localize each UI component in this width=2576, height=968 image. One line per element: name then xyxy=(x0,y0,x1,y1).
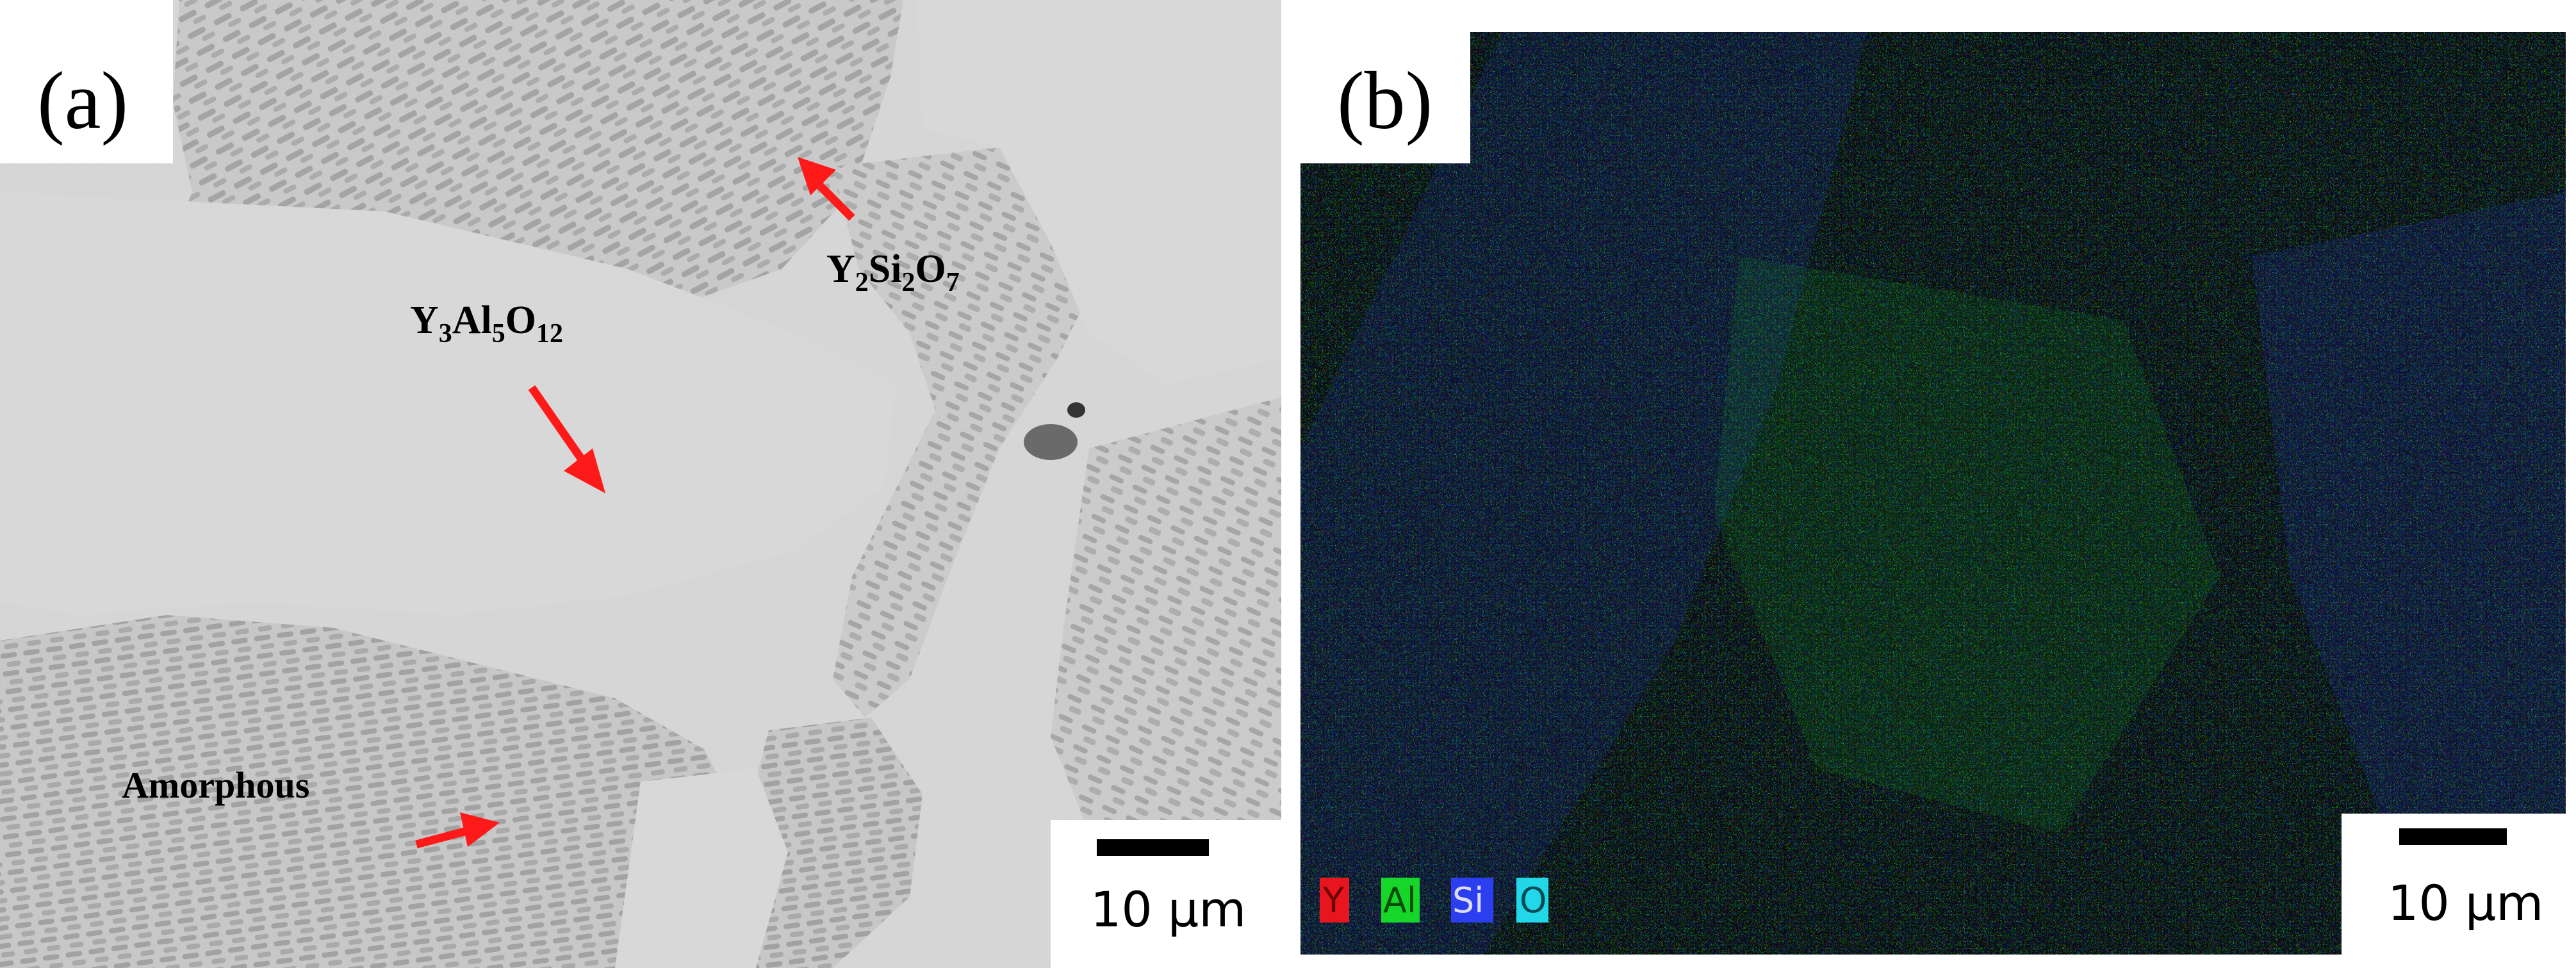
legend-label-o: O xyxy=(1520,880,1547,921)
si-rich-band-left xyxy=(1300,32,1867,955)
sem-image: (a) Y3Al5O12 Y2Si2O7 Amorphous 10 μm xyxy=(0,0,1281,968)
al-rich-band-center xyxy=(1714,256,2220,833)
legend-swatch-si xyxy=(1451,878,1493,923)
arrow-yag xyxy=(528,385,605,493)
legend-swatch-al xyxy=(1381,878,1420,923)
sem-micrograph-panel: (a) Y3Al5O12 Y2Si2O7 Amorphous 10 μm xyxy=(0,0,1281,968)
legend-label-y: Y xyxy=(1322,880,1345,921)
legend-swatch-o xyxy=(1516,878,1548,923)
element-legend: Y Al Si O xyxy=(1320,878,1548,923)
amorphous-phase-label: Amorphous xyxy=(122,764,309,806)
eds-map-panel: (b) Y Al Si O 10 μm xyxy=(1291,0,2576,968)
pore-defect-dark xyxy=(1067,402,1085,418)
panel-label-box xyxy=(0,0,173,163)
eds-map-image: (b) Y Al Si O 10 μm xyxy=(1291,0,2576,968)
legend-label-si: Si xyxy=(1452,880,1484,921)
pore-defect xyxy=(1024,424,1078,460)
scale-bar-label: 10 μm xyxy=(1090,881,1246,938)
eds-signal-al xyxy=(1300,32,2566,955)
legend-label-al: Al xyxy=(1383,880,1416,921)
arrow-amorphous xyxy=(415,812,500,849)
scale-bar xyxy=(1097,839,1209,856)
panel-label-b: (b) xyxy=(1337,55,1432,146)
panel-label-a: (a) xyxy=(37,55,128,146)
scale-bar-label-b: 10 μm xyxy=(2388,874,2543,931)
si-rich-band-right xyxy=(2252,192,2566,814)
arrow-y2si2o7 xyxy=(798,157,855,221)
yag-phase-label: Y3Al5O12 xyxy=(410,299,563,349)
legend-swatch-y xyxy=(1320,878,1349,923)
scale-bar-b xyxy=(2399,828,2507,845)
y2si2o7-phase-label: Y2Si2O7 xyxy=(826,247,960,297)
image-noise xyxy=(0,0,1281,968)
